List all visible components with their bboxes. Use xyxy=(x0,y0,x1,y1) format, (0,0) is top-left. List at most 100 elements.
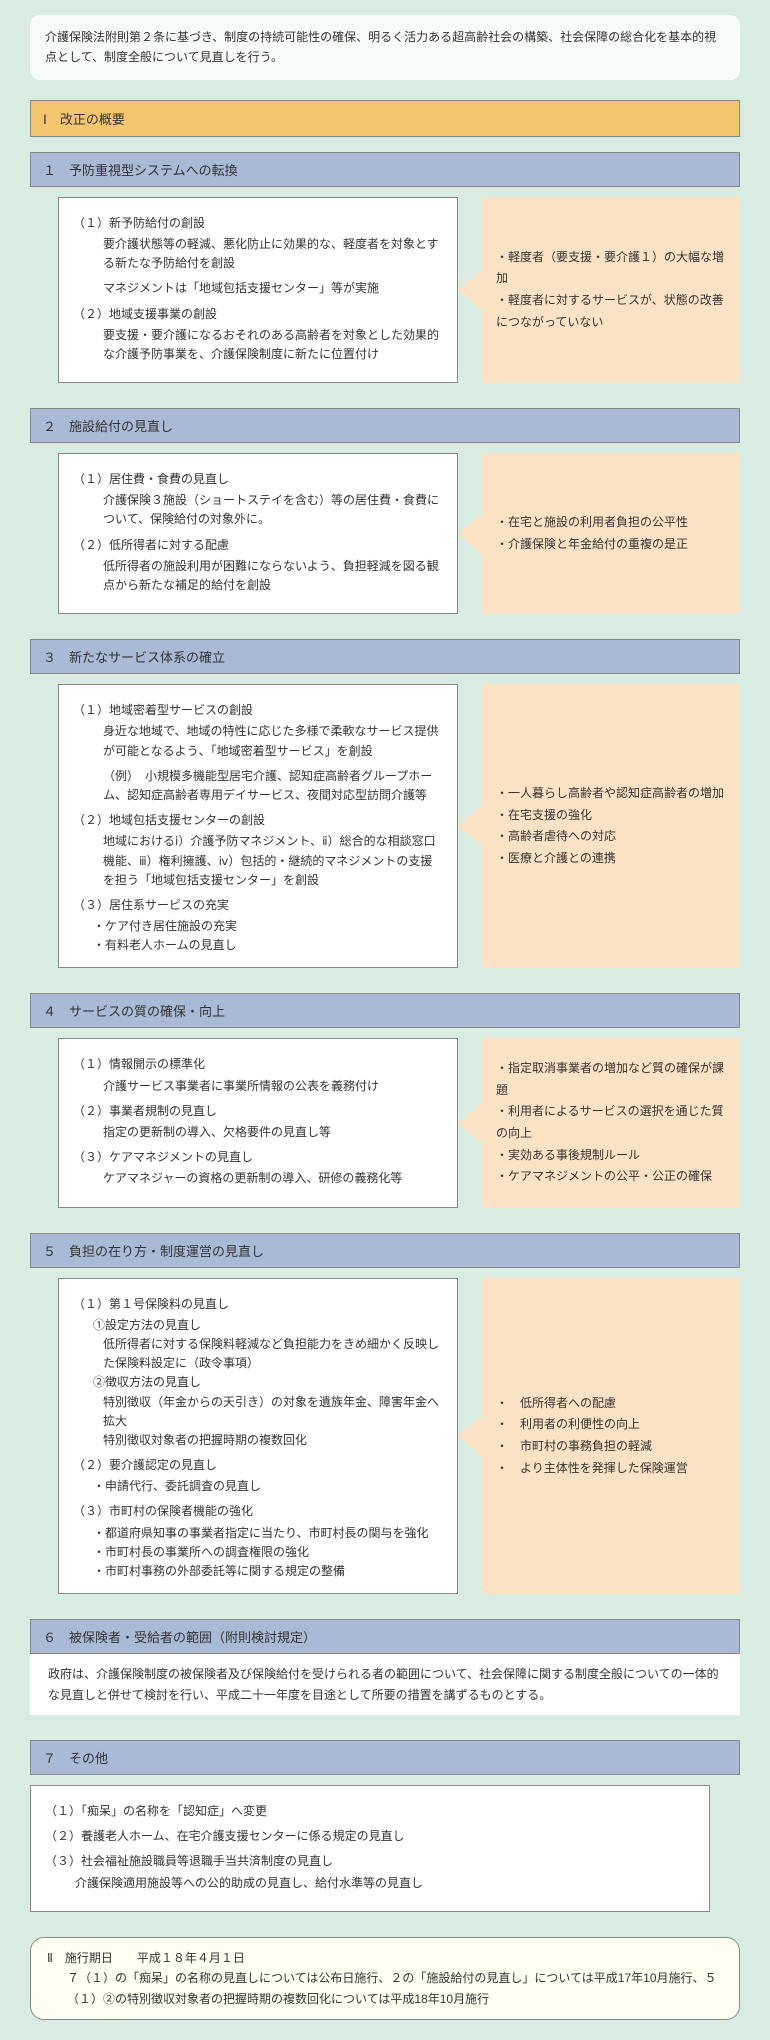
section-row: （１）新予防給付の創設要介護状態等の軽減、悪化防止に効果的な、軽度者を対象とする… xyxy=(30,197,740,383)
arrow-icon xyxy=(458,197,482,383)
item-head: （１）「痴呆」の名称を「認知症」へ変更 xyxy=(45,1802,695,1821)
sections-container: １ 予防重視型システムへの転換 （１）新予防給付の創設要介護状態等の軽減、悪化防止… xyxy=(0,152,770,1912)
item-body: 介護保険３施設（ショートステイを含む）等の居住費・食費について、保険給付の対象外… xyxy=(103,491,443,529)
section-1: １ 予防重視型システムへの転換 （１）新予防給付の創設要介護状態等の軽減、悪化防止… xyxy=(30,152,740,383)
section-plain-text: 政府は、介護保険制度の被保険者及び保険給付を受けられる者の範囲について、社会保障… xyxy=(30,1654,740,1715)
section-5: ５ 負担の在り方・制度運営の見直し （１）第１号保険料の見直し ①設定方法の見直し低… xyxy=(30,1233,740,1595)
bullet: ・都道府県知事の事業者指定に当たり、市町村長の関与を強化 xyxy=(93,1524,443,1543)
right-bullet: ・実効ある事後規制ルール xyxy=(496,1145,726,1167)
section-title: ３ 新たなサービス体系の確立 xyxy=(30,639,740,674)
bullet: ・市町村事務の外部委託等に関する規定の整備 xyxy=(93,1562,443,1581)
item-head: （１）情報開示の標準化 xyxy=(73,1055,443,1074)
right-bullet: ・在宅支援の強化 xyxy=(496,805,726,827)
section-title: ６ 被保険者・受給者の範囲（附則検討規定） xyxy=(30,1619,740,1654)
right-box: ・一人暮らし高齢者や認知症高齢者の増加・在宅支援の強化・高齢者虐待への対応・医療… xyxy=(482,684,740,968)
section-6: ６ 被保険者・受給者の範囲（附則検討規定）政府は、介護保険制度の被保険者及び保険… xyxy=(30,1619,740,1715)
bullet: ・有料老人ホームの見直し xyxy=(93,936,443,955)
item-body: （例） 小規模多機能型居宅介護、認知症高齢者グループホーム、認知症高齢者専用デイ… xyxy=(103,767,443,805)
right-box: ・軽度者（要支援・要介護１）の大幅な増加・軽度者に対するサービスが、状態の改善に… xyxy=(482,197,740,383)
overview-header-text: Ⅰ 改正の概要 xyxy=(43,112,125,127)
section-title: １ 予防重視型システムへの転換 xyxy=(30,152,740,187)
right-bullet: ・介護保険と年金給付の重複の是正 xyxy=(496,534,726,556)
right-bullet: ・ 市町村の事務負担の軽減 xyxy=(496,1436,726,1458)
right-bullet: ・ 低所得者への配慮 xyxy=(496,1393,726,1415)
right-bullet: ・ケアマネジメントの公平・公正の確保 xyxy=(496,1166,726,1188)
footer-title: Ⅱ 施行期日 平成１８年４月１日 xyxy=(47,1948,723,1968)
item-body: 介護サービス事業者に事業所情報の公表を義務付け xyxy=(103,1077,443,1096)
item-head: （３）社会福祉施設職員等退職手当共済制度の見直し xyxy=(45,1852,695,1871)
item-body: 身近な地域で、地域の特性に応じた多様で柔軟なサービス提供が可能となるよう、「地域… xyxy=(103,722,443,760)
bullet: ・市町村長の事業所への調査権限の強化 xyxy=(93,1543,443,1562)
right-bullet: ・在宅と施設の利用者負担の公平性 xyxy=(496,512,726,534)
section-title: ５ 負担の在り方・制度運営の見直し xyxy=(30,1233,740,1268)
bullet: ・申請代行、委託調査の見直し xyxy=(93,1477,443,1496)
section-4: ４ サービスの質の確保・向上 （１）情報開示の標準化介護サービス事業者に事業所情報… xyxy=(30,993,740,1207)
section-title: ４ サービスの質の確保・向上 xyxy=(30,993,740,1028)
right-box: ・指定取消事業者の増加など質の確保が課題・利用者によるサービスの選択を通じた質の… xyxy=(482,1038,740,1207)
sub-head: ①設定方法の見直し xyxy=(93,1316,443,1335)
item-head: （２）養護老人ホーム、在宅介護支援センターに係る規定の見直し xyxy=(45,1827,695,1846)
right-bullet: ・高齢者虐待への対応 xyxy=(496,826,726,848)
item-body: ケアマネジャーの資格の更新制の導入、研修の義務化等 xyxy=(103,1169,443,1188)
right-box: ・在宅と施設の利用者負担の公平性・介護保険と年金給付の重複の是正 xyxy=(482,453,740,614)
item-body: 介護保険適用施設等への公的助成の見直し、給付水準等の見直し xyxy=(75,1874,695,1893)
item-head: （２）事業者規制の見直し xyxy=(73,1102,443,1121)
item-body: 低所得者の施設利用が困難にならないよう、負担軽減を図る観点から新たな補足的給付を… xyxy=(103,557,443,595)
item-head: （１）新予防給付の創設 xyxy=(73,214,443,233)
section-3: ３ 新たなサービス体系の確立 （１）地域密着型サービスの創設身近な地域で、地域の特… xyxy=(30,639,740,968)
section-title: ２ 施設給付の見直し xyxy=(30,408,740,443)
arrow-icon xyxy=(458,1278,482,1595)
section-title: ７ その他 xyxy=(30,1740,740,1775)
section-row: （１）居住費・食費の見直し介護保険３施設（ショートステイを含む）等の居住費・食費… xyxy=(30,453,740,614)
left-box: （１）居住費・食費の見直し介護保険３施設（ショートステイを含む）等の居住費・食費… xyxy=(58,453,458,614)
item-head: （２）低所得者に対する配慮 xyxy=(73,536,443,555)
footer-box: Ⅱ 施行期日 平成１８年４月１日 ７（１）の「痴呆」の名称の見直しについては公布… xyxy=(30,1937,740,2020)
sub-body: 特別徴収対象者の把握時期の複数回化 xyxy=(103,1431,443,1450)
section-row: （１）地域密着型サービスの創設身近な地域で、地域の特性に応じた多様で柔軟なサービ… xyxy=(30,684,740,968)
item-head: （１）第１号保険料の見直し xyxy=(73,1295,443,1314)
item-head: （３）居住系サービスの充実 xyxy=(73,896,443,915)
arrow-icon xyxy=(458,684,482,968)
section-row: （１）情報開示の標準化介護サービス事業者に事業所情報の公表を義務付け （２）事業者… xyxy=(30,1038,740,1207)
item-head: （３）市町村の保険者機能の強化 xyxy=(73,1502,443,1521)
item-body: 指定の更新制の導入、欠格要件の見直し等 xyxy=(103,1123,443,1142)
left-box: （１）第１号保険料の見直し ①設定方法の見直し低所得者に対する保険料軽減など負担能… xyxy=(58,1278,458,1595)
item-head: （１）居住費・食費の見直し xyxy=(73,470,443,489)
right-bullet: ・一人暮らし高齢者や認知症高齢者の増加 xyxy=(496,783,726,805)
right-bullet: ・軽度者に対するサービスが、状態の改善につながっていない xyxy=(496,290,726,333)
sub-body: 特別徴収（年金からの天引き）の対象を遺族年金、障害年金へ拡大 xyxy=(103,1393,443,1431)
right-bullet: ・ より主体性を発揮した保険運営 xyxy=(496,1458,726,1480)
right-box: ・ 低所得者への配慮・ 利用者の利便性の向上・ 市町村の事務負担の軽減・ より主… xyxy=(482,1278,740,1595)
item-head: （２）要介護認定の見直し xyxy=(73,1456,443,1475)
item-head: （３）ケアマネジメントの見直し xyxy=(73,1148,443,1167)
right-bullet: ・指定取消事業者の増加など質の確保が課題 xyxy=(496,1058,726,1101)
section-7: ７ その他 （１）「痴呆」の名称を「認知症」へ変更 （２）養護老人ホーム、在宅介護支… xyxy=(30,1740,740,1912)
arrow-icon xyxy=(458,453,482,614)
footer-body: ７（１）の「痴呆」の名称の見直しについては公布日施行、２の「施設給付の見直し」に… xyxy=(67,1968,723,2009)
left-box: （１）「痴呆」の名称を「認知症」へ変更 （２）養護老人ホーム、在宅介護支援センター… xyxy=(30,1785,710,1912)
item-body: 要支援・要介護になるおそれのある高齢者を対象とした効果的な介護予防事業を、介護保… xyxy=(103,326,443,364)
right-bullet: ・利用者によるサービスの選択を通じた質の向上 xyxy=(496,1101,726,1144)
arrow-icon xyxy=(458,1038,482,1207)
section-2: ２ 施設給付の見直し （１）居住費・食費の見直し介護保険３施設（ショートステイを含… xyxy=(30,408,740,614)
left-box: （１）地域密着型サービスの創設身近な地域で、地域の特性に応じた多様で柔軟なサービ… xyxy=(58,684,458,968)
bullet: ・ケア付き居住施設の充実 xyxy=(93,917,443,936)
item-body: 地域におけるⅰ）介護予防マネジメント、ⅱ）総合的な相談窓口機能、ⅲ）権利擁護、ⅳ… xyxy=(103,832,443,890)
section-row: （１）第１号保険料の見直し ①設定方法の見直し低所得者に対する保険料軽減など負担能… xyxy=(30,1278,740,1595)
sub-head: ②徴収方法の見直し xyxy=(93,1373,443,1392)
left-box: （１）新予防給付の創設要介護状態等の軽減、悪化防止に効果的な、軽度者を対象とする… xyxy=(58,197,458,383)
section-row: （１）「痴呆」の名称を「認知症」へ変更 （２）養護老人ホーム、在宅介護支援センター… xyxy=(30,1785,740,1912)
left-box: （１）情報開示の標準化介護サービス事業者に事業所情報の公表を義務付け （２）事業者… xyxy=(58,1038,458,1207)
right-bullet: ・ 利用者の利便性の向上 xyxy=(496,1414,726,1436)
intro-text: 介護保険法附則第２条に基づき、制度の持続可能性の確保、明るく活力ある超高齢社会の… xyxy=(45,30,716,64)
item-head: （２）地域支援事業の創設 xyxy=(73,305,443,324)
item-body: 要介護状態等の軽減、悪化防止に効果的な、軽度者を対象とする新たな予防給付を創設 xyxy=(103,235,443,273)
sub-body: 低所得者に対する保険料軽減など負担能力をきめ細かく反映した保険料設定に（政令事項… xyxy=(103,1335,443,1373)
item-head: （２）地域包括支援センターの創設 xyxy=(73,811,443,830)
intro-box: 介護保険法附則第２条に基づき、制度の持続可能性の確保、明るく活力ある超高齢社会の… xyxy=(30,15,740,80)
item-head: （１）地域密着型サービスの創設 xyxy=(73,701,443,720)
overview-header: Ⅰ 改正の概要 xyxy=(30,100,740,137)
right-bullet: ・医療と介護との連携 xyxy=(496,848,726,870)
item-body: マネジメントは「地域包括支援センター」等が実施 xyxy=(103,279,443,298)
right-bullet: ・軽度者（要支援・要介護１）の大幅な増加 xyxy=(496,247,726,290)
